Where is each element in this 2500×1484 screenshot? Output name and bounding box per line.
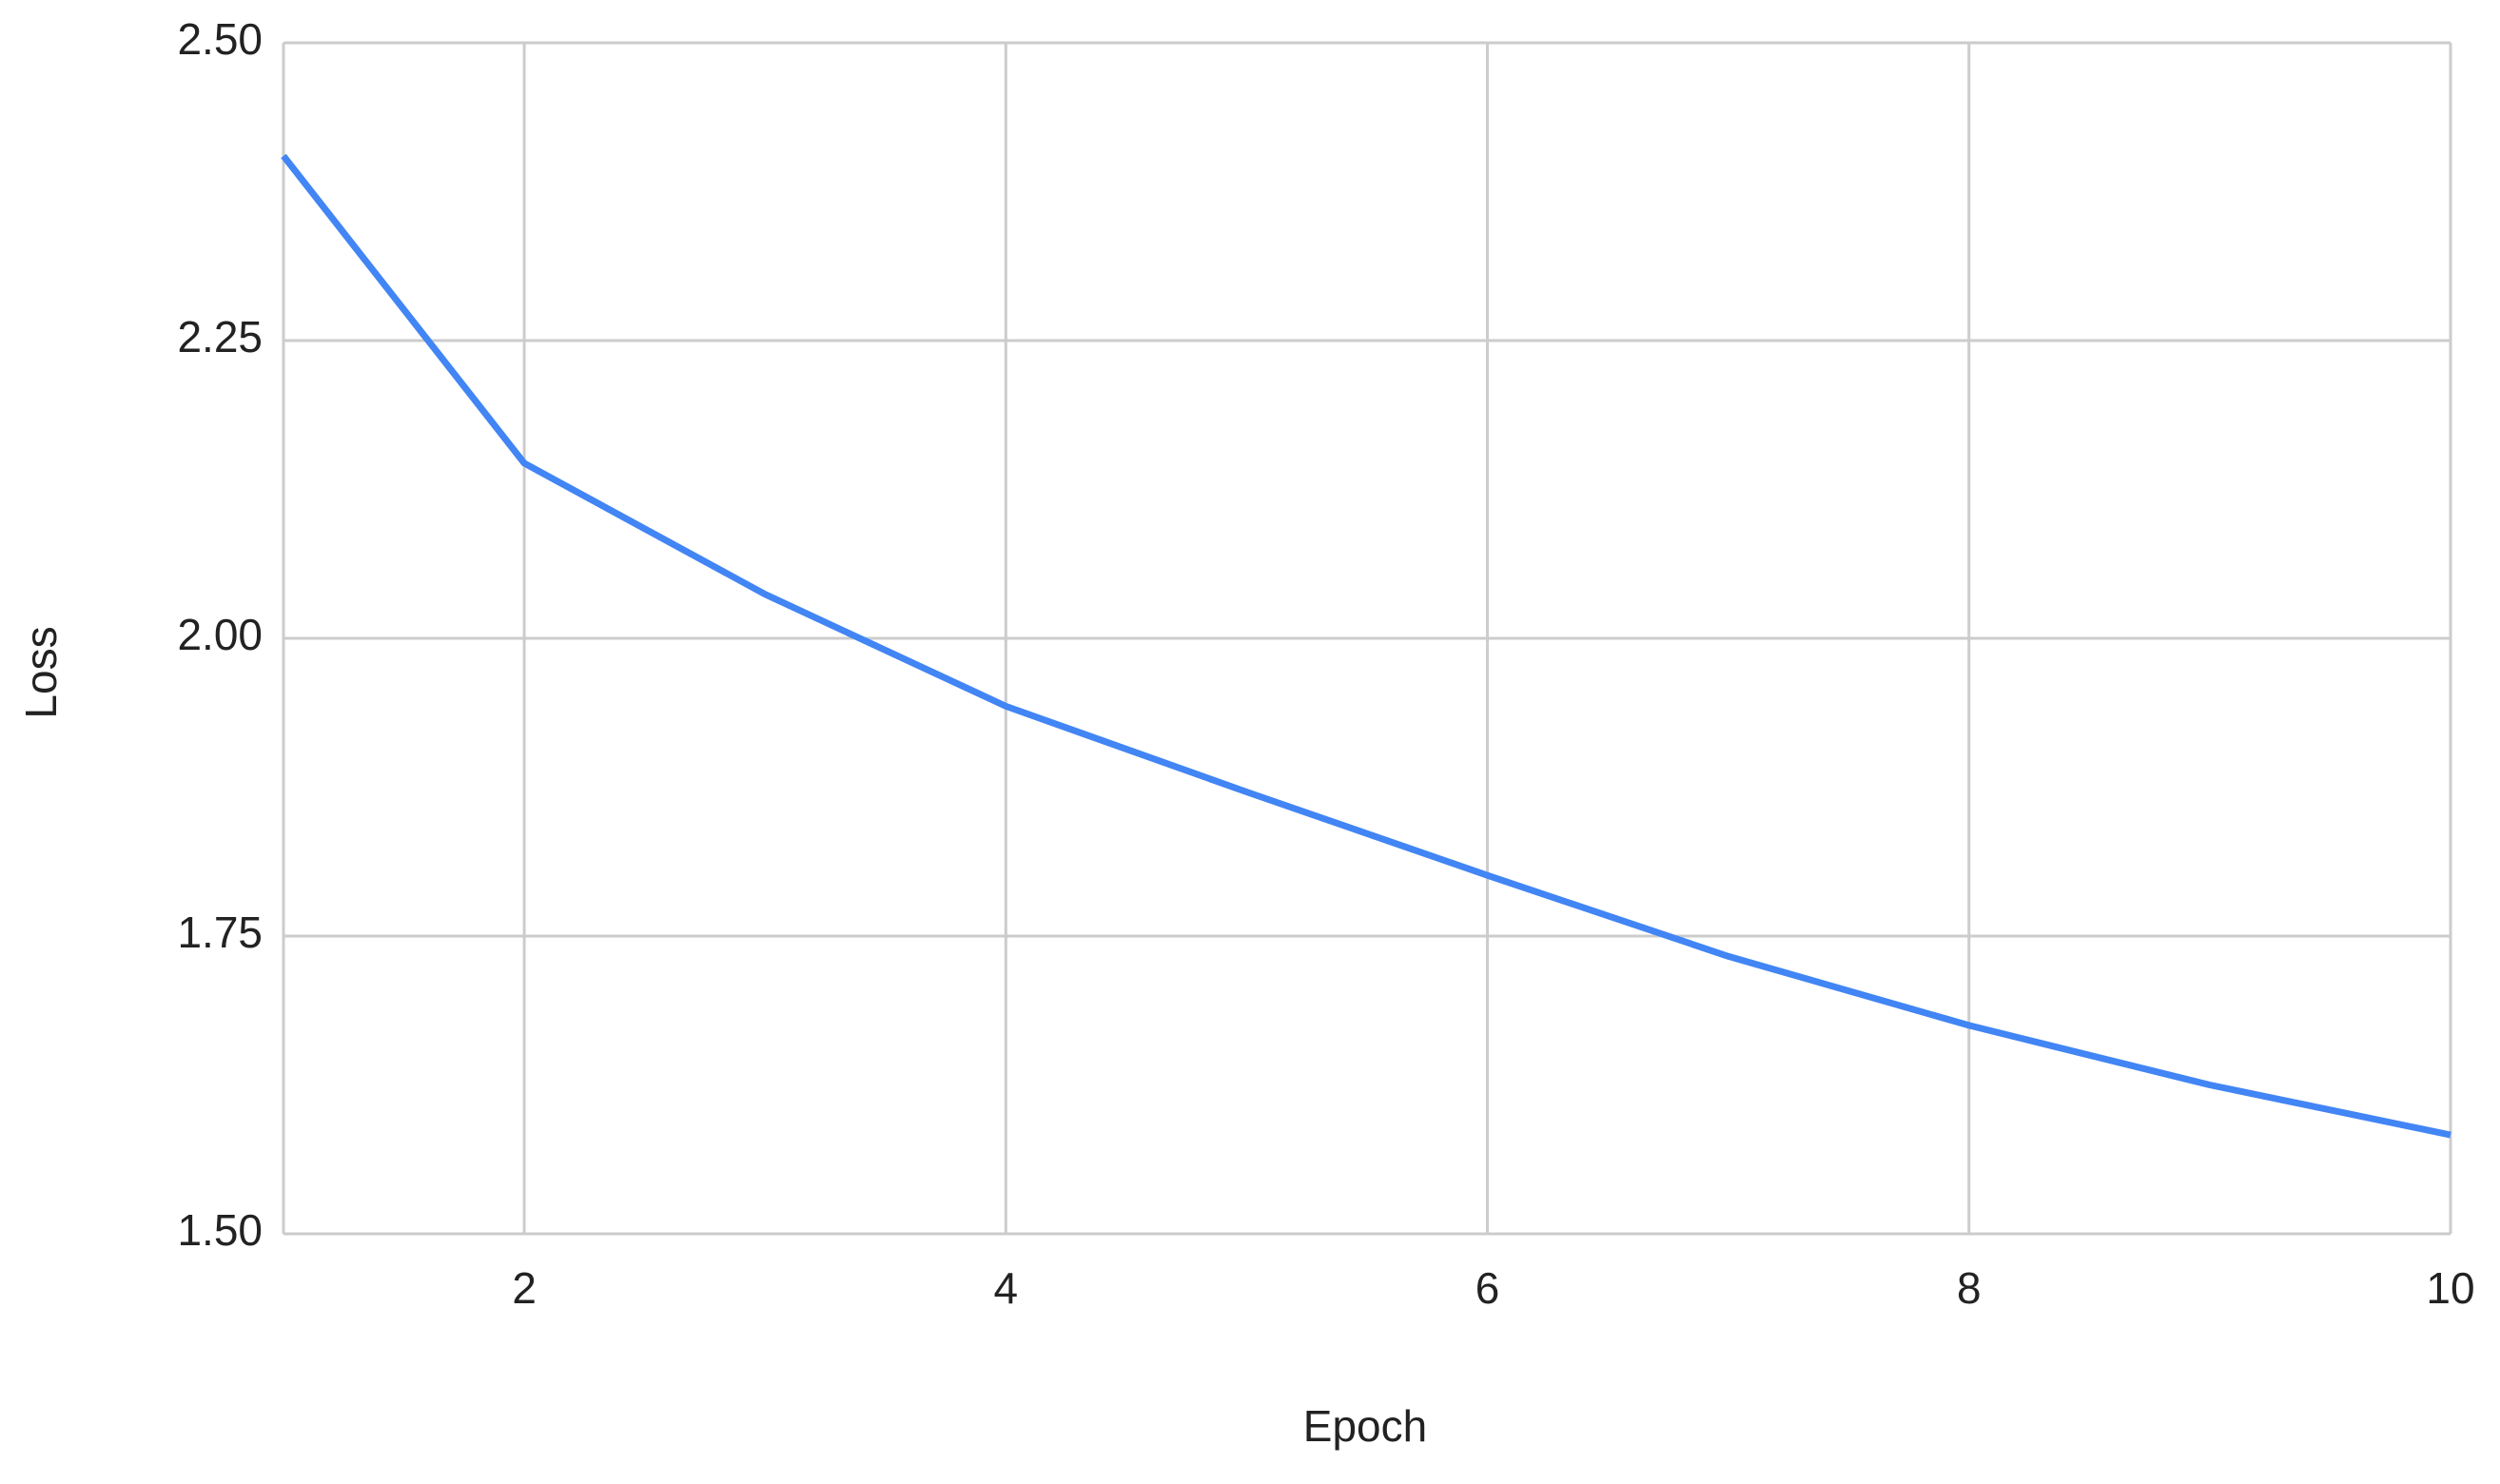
y-tick-label: 2.00	[177, 610, 263, 659]
y-tick-label: 2.50	[177, 14, 263, 64]
x-tick-label: 6	[1475, 1263, 1500, 1313]
x-axis-label: Epoch	[1303, 1401, 1427, 1451]
y-tick-label: 2.25	[177, 312, 263, 361]
x-tick-label: 10	[2426, 1263, 2474, 1313]
y-tick-label: 1.50	[177, 1205, 263, 1255]
line-series	[281, 153, 2451, 1139]
x-tick-label: 2	[512, 1263, 537, 1313]
y-tick-label: 1.75	[177, 908, 263, 957]
y-axis-label: Loss	[16, 626, 66, 718]
x-tick-label: 8	[1957, 1263, 1982, 1313]
x-tick-label: 4	[994, 1263, 1019, 1313]
